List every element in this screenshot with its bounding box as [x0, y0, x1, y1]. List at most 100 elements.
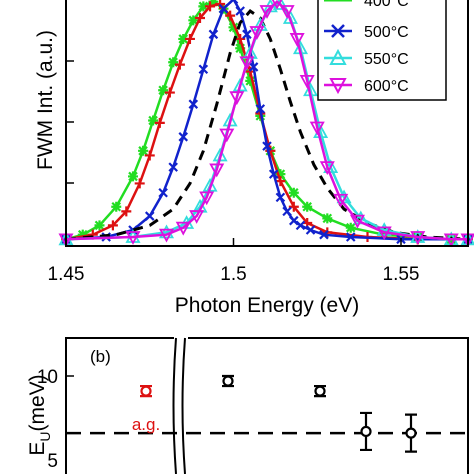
series-5-point-15	[299, 75, 315, 89]
series-2-point-10	[218, 3, 229, 14]
series-1-point-3	[121, 206, 132, 217]
series-5-point-13	[279, 5, 295, 19]
legend-label-550: 550°C	[364, 51, 409, 68]
series-1-point-10	[195, 12, 205, 23]
series-2-point-3	[144, 211, 155, 221]
series-5-point-4	[189, 210, 205, 224]
legend-entry-400: 400°C	[324, 0, 409, 10]
series-0-point-22	[322, 213, 333, 224]
series-2-point-12	[235, 6, 245, 16]
eu-points	[140, 374, 417, 453]
series-5-point-10	[249, 26, 265, 40]
panel-a: 1.45 1.5 1.55 Photon Energy (eV) FWM Int…	[34, 0, 474, 317]
series-1-point-19	[288, 201, 299, 212]
series-0-point-12	[208, 0, 219, 7]
series-5-point-18	[333, 193, 349, 208]
eu-point-0	[140, 385, 152, 397]
series-2-point-14	[248, 62, 259, 72]
series-0-point-6	[148, 115, 159, 126]
series-4-point-20	[376, 222, 392, 236]
series-5-point-20	[376, 226, 392, 241]
legend-label-400: 400°C	[364, 0, 409, 10]
series-5-point-3	[175, 221, 191, 236]
eu-point-3	[360, 425, 372, 438]
eu-point-4	[405, 427, 417, 439]
series-5-point-7	[219, 128, 235, 143]
series-1-point-11	[205, 1, 216, 12]
y-tick-label-10: 10	[37, 367, 58, 388]
series-2-point-13	[242, 29, 252, 40]
series-5-point-16	[309, 121, 325, 136]
axis-break	[172, 336, 188, 474]
series-2-point-11	[228, 0, 239, 5]
series-2-point-4	[158, 187, 168, 198]
series-1-point-9	[184, 33, 195, 44]
panel-b: 10 5 (b) a.g. EU(meV)	[26, 336, 469, 474]
y-axis-label: FWM Int. (a.u.)	[34, 30, 57, 170]
series-5-point-11	[259, 5, 275, 19]
series-5-point-19	[349, 214, 365, 229]
legend-box	[317, 0, 447, 101]
series-2-point-23	[319, 229, 329, 240]
panel-a-axes-frame	[65, 0, 469, 247]
series-5-point-14	[289, 33, 305, 47]
series-4-point-2	[158, 224, 175, 239]
legend-entry-550: 550°C	[324, 48, 409, 68]
legend-entry-600: 600°C	[324, 78, 409, 95]
x-tick-label-3: 1.55	[383, 264, 420, 285]
series-0-point-21	[302, 201, 313, 212]
series-2-point-20	[289, 215, 299, 226]
series-1-point-4	[134, 178, 145, 189]
series-4-point-8	[232, 77, 248, 92]
series-0-point-3	[111, 201, 122, 212]
series-2-point-22	[305, 225, 316, 235]
series-1-point-12	[215, 0, 226, 10]
y-label-sub: U	[37, 432, 53, 442]
series-5-point-1	[125, 231, 141, 245]
series-1-point-13	[225, 10, 236, 21]
series-line-0	[65, 0, 468, 241]
series-1-point-14	[235, 33, 246, 44]
series-1-point-5	[144, 150, 155, 161]
legend-label-500: 500°C	[364, 24, 409, 41]
series-2-point-5	[168, 162, 178, 172]
series-5-point-8	[229, 91, 245, 106]
series-0-point-8	[168, 57, 179, 68]
legend: 400°C 500°C 550°C 600°C	[317, 0, 447, 101]
series-2-point-8	[198, 64, 209, 75]
series-0-point-7	[158, 85, 169, 96]
legend-label-600: 600°C	[364, 78, 409, 95]
series-1-point-8	[174, 59, 185, 70]
series-2-point-17	[268, 169, 279, 179]
panel-a-x-ticks	[65, 238, 402, 246]
eu-point-1	[222, 375, 234, 387]
series-0-point-4	[128, 171, 138, 182]
series-0-point-5	[138, 145, 149, 156]
series-2-point-6	[178, 132, 189, 142]
series-1-point-18	[275, 176, 286, 187]
series-5-point-9	[239, 56, 255, 71]
y-label-unit: (meV)	[26, 374, 49, 431]
eu-point-2	[314, 385, 326, 397]
panel-a-series	[58, 0, 474, 248]
series-5-point-6	[209, 163, 225, 178]
svg-text:EU(meV): EU(meV)	[26, 374, 53, 455]
series-1-point-6	[154, 117, 165, 128]
series-5-point-17	[319, 161, 335, 175]
series-5-point-2	[158, 228, 175, 243]
series-2-point-21	[295, 220, 306, 231]
series-1-point-2	[107, 220, 118, 231]
series-2-point-19	[282, 206, 292, 217]
legend-entry-500: 500°C	[324, 24, 409, 41]
series-2-point-24	[345, 232, 356, 242]
y-label-main: E	[26, 442, 49, 456]
panel-b-axes-frame	[65, 337, 469, 474]
annotation-ag: a.g.	[132, 415, 160, 434]
y-tick-label-5: 5	[47, 451, 58, 472]
x-axis-label: Photon Energy (eV)	[175, 294, 359, 317]
series-5-point-22	[443, 233, 459, 248]
series-1-point-7	[164, 87, 175, 98]
series-2-point-15	[255, 104, 266, 114]
x-tick-label-1: 1.45	[48, 264, 85, 285]
